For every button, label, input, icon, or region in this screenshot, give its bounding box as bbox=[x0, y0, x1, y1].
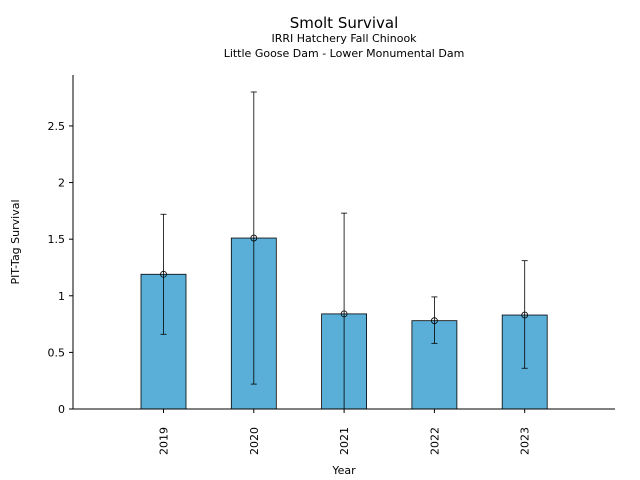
chart-title: Smolt Survival bbox=[290, 14, 399, 32]
y-tick-label: 0.5 bbox=[48, 346, 66, 359]
y-tick-label: 1 bbox=[58, 290, 65, 303]
point-marker-2022 bbox=[430, 317, 438, 325]
error-bars-group bbox=[160, 91, 529, 410]
x-tick-label: 2022 bbox=[428, 427, 441, 455]
x-tick-label: 2020 bbox=[248, 427, 261, 455]
y-axis-ticks: 0 0.5 1 1.5 2 2.5 bbox=[48, 120, 73, 416]
point-marker-2020 bbox=[250, 234, 258, 242]
chart-subtitle-line-2: Little Goose Dam - Lower Monumental Dam bbox=[224, 47, 465, 60]
y-axis-label: PIT-Tag Survival bbox=[9, 199, 22, 284]
y-tick-label: 0 bbox=[58, 403, 65, 416]
x-axis-ticks: 2019 2020 2021 2022 2023 bbox=[158, 409, 532, 455]
x-tick-label: 2019 bbox=[158, 427, 171, 455]
y-tick-label: 1.5 bbox=[48, 233, 66, 246]
x-tick-label: 2023 bbox=[519, 427, 532, 455]
point-marker-2019 bbox=[160, 270, 167, 278]
point-marker-2023 bbox=[521, 311, 529, 319]
x-tick-label: 2021 bbox=[338, 427, 351, 455]
chart-subtitle-line-1: IRRI Hatchery Fall Chinook bbox=[271, 32, 417, 45]
y-tick-label: 2 bbox=[58, 177, 65, 190]
x-axis-label: Year bbox=[331, 464, 356, 477]
y-tick-label: 2.5 bbox=[48, 120, 66, 133]
point-marker-2021 bbox=[340, 310, 348, 318]
